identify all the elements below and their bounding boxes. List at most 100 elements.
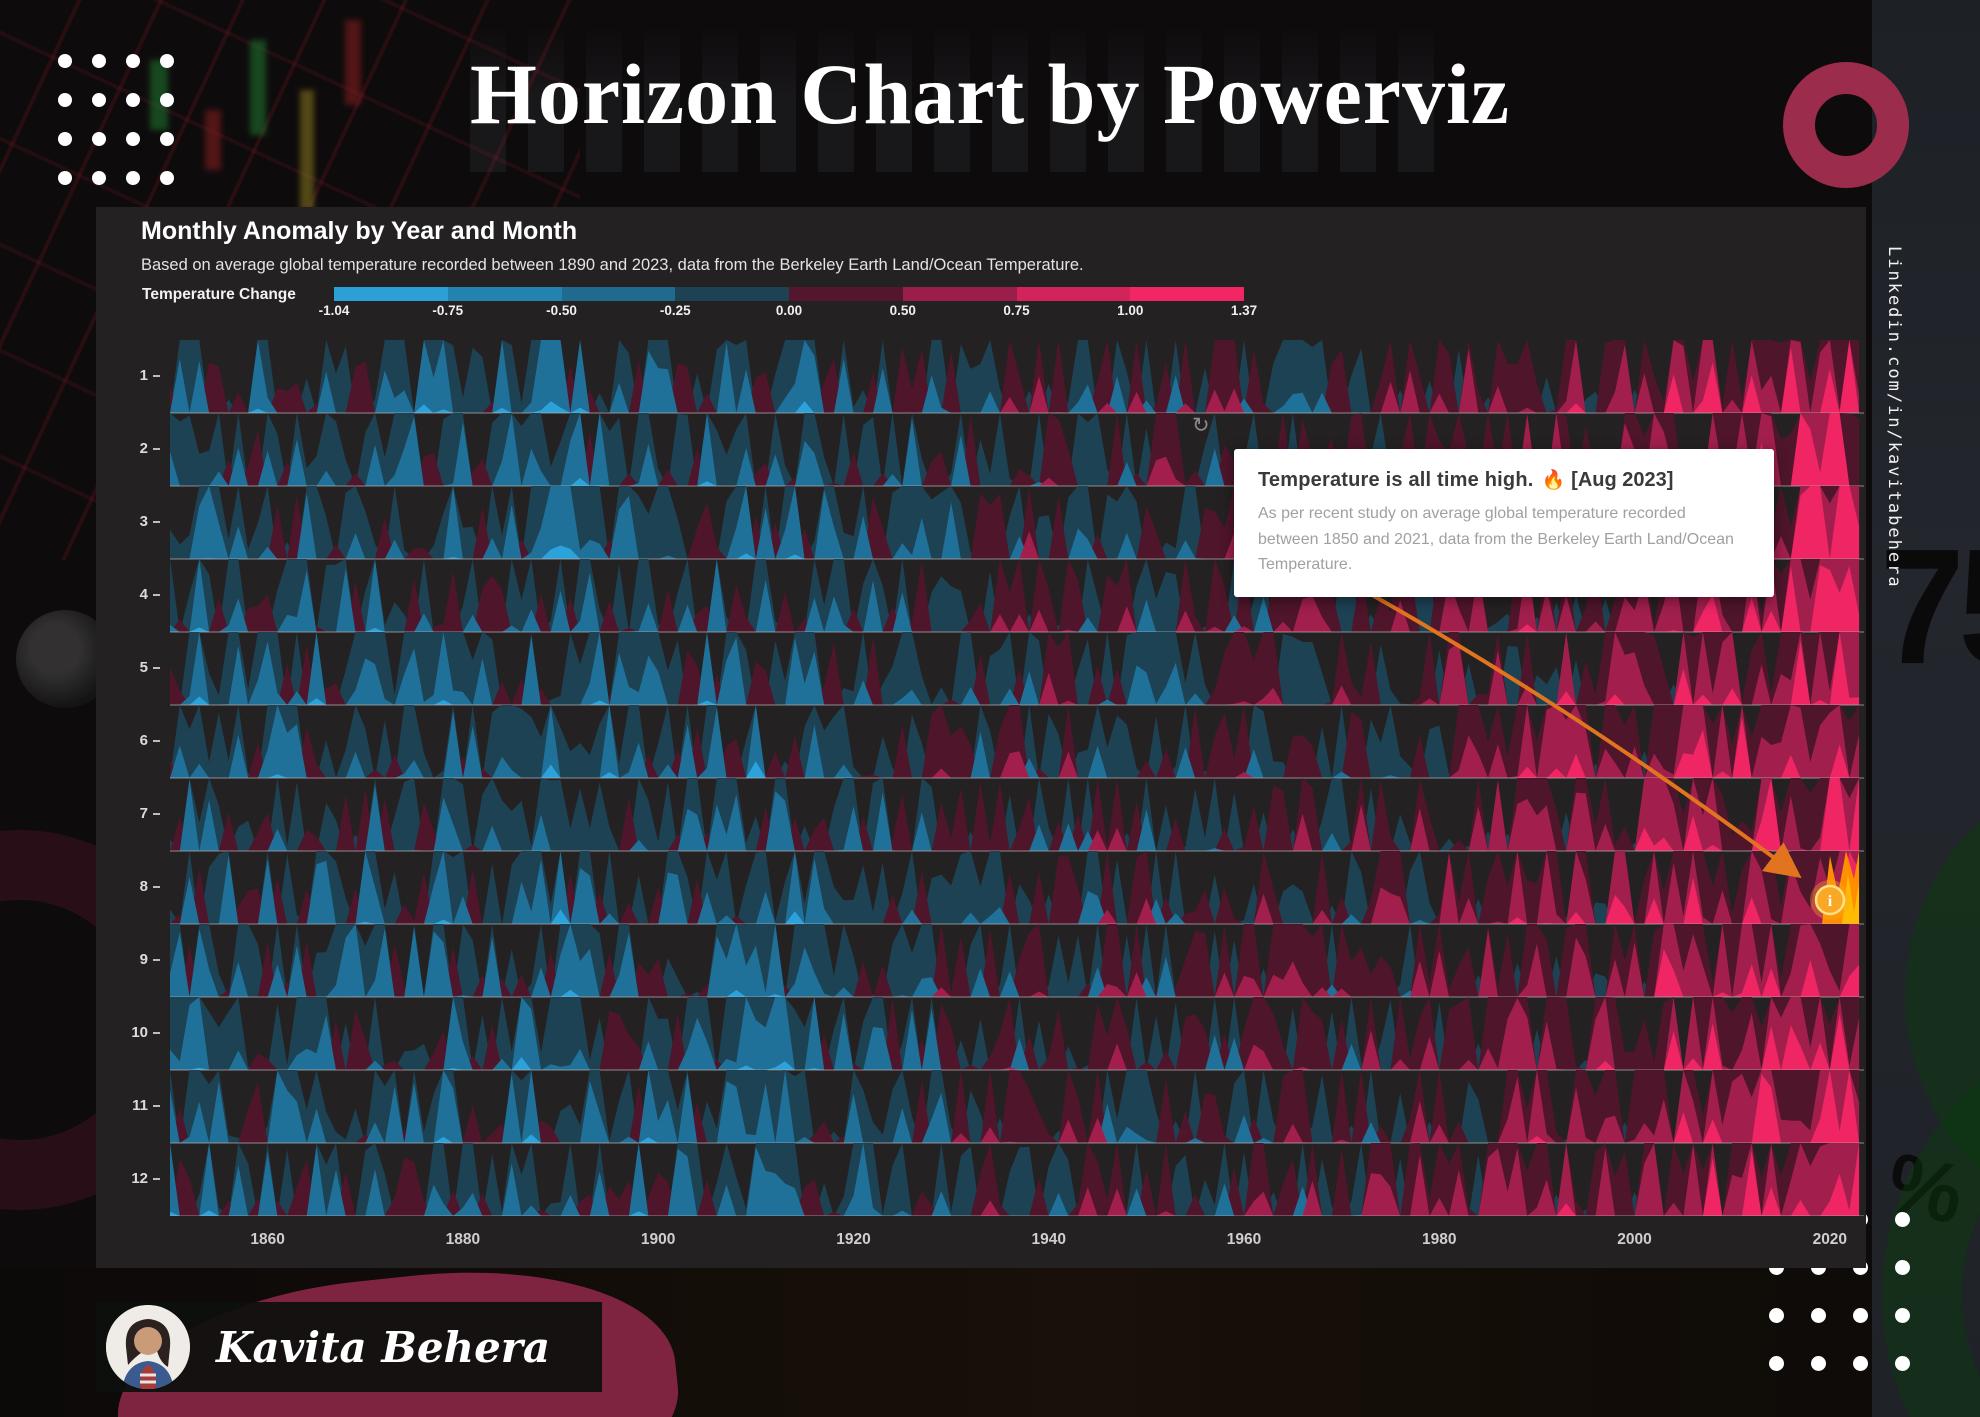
x-axis-label-1900: 1900 xyxy=(640,1231,676,1248)
legend-tick-label: -0.50 xyxy=(546,303,577,318)
row-label-month-6: 6 xyxy=(116,732,160,749)
legend-tick-label: 1.37 xyxy=(1230,303,1258,318)
avatar xyxy=(106,1305,190,1389)
row-label-month-4: 4 xyxy=(116,586,160,603)
x-axis-label-1980: 1980 xyxy=(1422,1231,1457,1248)
dot-grid-top-left xyxy=(58,54,194,210)
horizon-row-6 xyxy=(170,705,1860,778)
tooltip-card: Temperature is all time high. 🔥 [Aug 2023]… xyxy=(1234,449,1774,597)
tooltip-title: Temperature is all time high. xyxy=(1258,469,1534,491)
x-axis-label-1880: 1880 xyxy=(445,1231,481,1248)
x-axis-label-2000: 2000 xyxy=(1617,1231,1652,1248)
legend-color-scale xyxy=(334,287,1244,301)
legend-segment xyxy=(789,287,903,301)
background-bar-silhouette xyxy=(470,0,1450,172)
row-label-month-7: 7 xyxy=(116,805,160,822)
dot xyxy=(92,93,106,107)
dot xyxy=(160,171,174,185)
chart-panel: Monthly Anomaly by Year and Month Based … xyxy=(96,207,1866,1268)
background-candlestick xyxy=(205,110,221,170)
tooltip-date-tag: [Aug 2023] xyxy=(1571,469,1674,491)
legend-segment xyxy=(675,287,789,301)
dot xyxy=(1769,1308,1784,1323)
legend-segment xyxy=(902,287,1017,301)
dot xyxy=(126,132,140,146)
dot xyxy=(1895,1308,1910,1323)
horizon-row-11 xyxy=(170,1070,1860,1143)
legend-segment xyxy=(1016,287,1131,301)
row-label-month-3: 3 xyxy=(116,513,160,530)
dot xyxy=(58,93,72,107)
dot xyxy=(1895,1212,1910,1227)
dot xyxy=(58,54,72,68)
legend-segment xyxy=(334,287,448,301)
tooltip-body: As per recent study on average global te… xyxy=(1258,505,1734,574)
horizon-row-9 xyxy=(170,924,1860,997)
dot xyxy=(1853,1356,1868,1371)
background-candlestick xyxy=(300,90,314,210)
row-label-month-5: 5 xyxy=(116,659,160,676)
dot xyxy=(1853,1308,1868,1323)
x-axis-label-1940: 1940 xyxy=(1031,1231,1066,1248)
horizon-row-1 xyxy=(170,340,1860,413)
author-banner: Kavita Behera xyxy=(96,1302,602,1392)
dot xyxy=(126,93,140,107)
dot xyxy=(1769,1356,1784,1371)
page-title: Horizon Chart by Powerviz xyxy=(469,46,1511,142)
background-candlestick xyxy=(345,20,361,105)
legend-segment xyxy=(447,287,562,301)
chart-title: Monthly Anomaly by Year and Month xyxy=(141,217,578,245)
dot xyxy=(92,54,106,68)
donut-ring-ornament xyxy=(1783,62,1909,188)
row-label-month-10: 10 xyxy=(116,1024,160,1041)
horizon-row-5 xyxy=(170,632,1860,705)
flame-icon: 🔥 xyxy=(1541,470,1566,491)
legend-tick-label: 0.75 xyxy=(1003,303,1030,318)
legend-tick-label: 0.50 xyxy=(889,303,916,318)
legend-tick-label: -1.04 xyxy=(318,303,350,318)
dot xyxy=(126,171,140,185)
dot xyxy=(58,171,72,185)
horizon-row-10 xyxy=(170,997,1860,1070)
x-axis-label-1960: 1960 xyxy=(1226,1231,1262,1248)
legend-tick-label: 0.00 xyxy=(775,303,803,318)
avatar-illustration xyxy=(106,1305,190,1389)
horizon-row-7 xyxy=(170,778,1860,851)
row-label-month-12: 12 xyxy=(116,1170,160,1187)
x-axis-label-1860: 1860 xyxy=(250,1231,285,1248)
legend-tick-label: -0.75 xyxy=(432,303,464,318)
x-axis-label-2020: 2020 xyxy=(1812,1231,1848,1248)
dot xyxy=(1895,1260,1910,1275)
horizon-row-8 xyxy=(170,851,1860,924)
dot xyxy=(92,132,106,146)
horizon-row-12 xyxy=(170,1143,1860,1216)
legend-segment xyxy=(1130,287,1244,301)
row-label-month-2: 2 xyxy=(116,440,160,457)
background-75-text: 75 xyxy=(1880,515,1980,699)
row-label-month-8: 8 xyxy=(116,878,160,895)
legend-tick-label: 1.00 xyxy=(1117,303,1144,318)
dot xyxy=(1895,1356,1910,1371)
background-candlestick xyxy=(250,40,266,135)
dot xyxy=(126,54,140,68)
row-label-month-11: 11 xyxy=(116,1097,160,1114)
refresh-icon[interactable]: ↻ xyxy=(1192,414,1210,437)
dot xyxy=(1811,1308,1826,1323)
dot xyxy=(1811,1356,1826,1371)
row-label-month-1: 1 xyxy=(116,367,160,384)
dot xyxy=(160,54,174,68)
dot xyxy=(160,132,174,146)
background-candlestick xyxy=(150,60,168,130)
legend-tick-label: -0.25 xyxy=(659,303,691,318)
dot xyxy=(160,93,174,107)
author-name: Kavita Behera xyxy=(216,1322,551,1372)
dot xyxy=(92,171,106,185)
row-label-month-9: 9 xyxy=(116,951,160,968)
tooltip-title-row: Temperature is all time high. 🔥 [Aug 2023] xyxy=(1258,468,1750,492)
dot xyxy=(58,132,72,146)
x-axis-label-1920: 1920 xyxy=(836,1231,871,1248)
legend-tick-labels: -1.04 -0.75 -0.50 -0.25 0.00 0.50 0.75 1.00 1.37 xyxy=(319,303,1258,321)
legend-segment xyxy=(561,287,676,301)
linkedin-handle-link[interactable]: Linkedin.com/in/kavitabehera xyxy=(1884,246,1904,589)
chart-subtitle: Based on average global temperature reco… xyxy=(141,256,1084,274)
